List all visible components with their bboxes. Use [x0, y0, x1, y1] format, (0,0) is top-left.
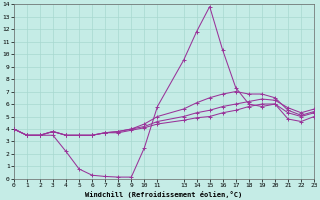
- X-axis label: Windchill (Refroidissement éolien,°C): Windchill (Refroidissement éolien,°C): [85, 191, 243, 198]
